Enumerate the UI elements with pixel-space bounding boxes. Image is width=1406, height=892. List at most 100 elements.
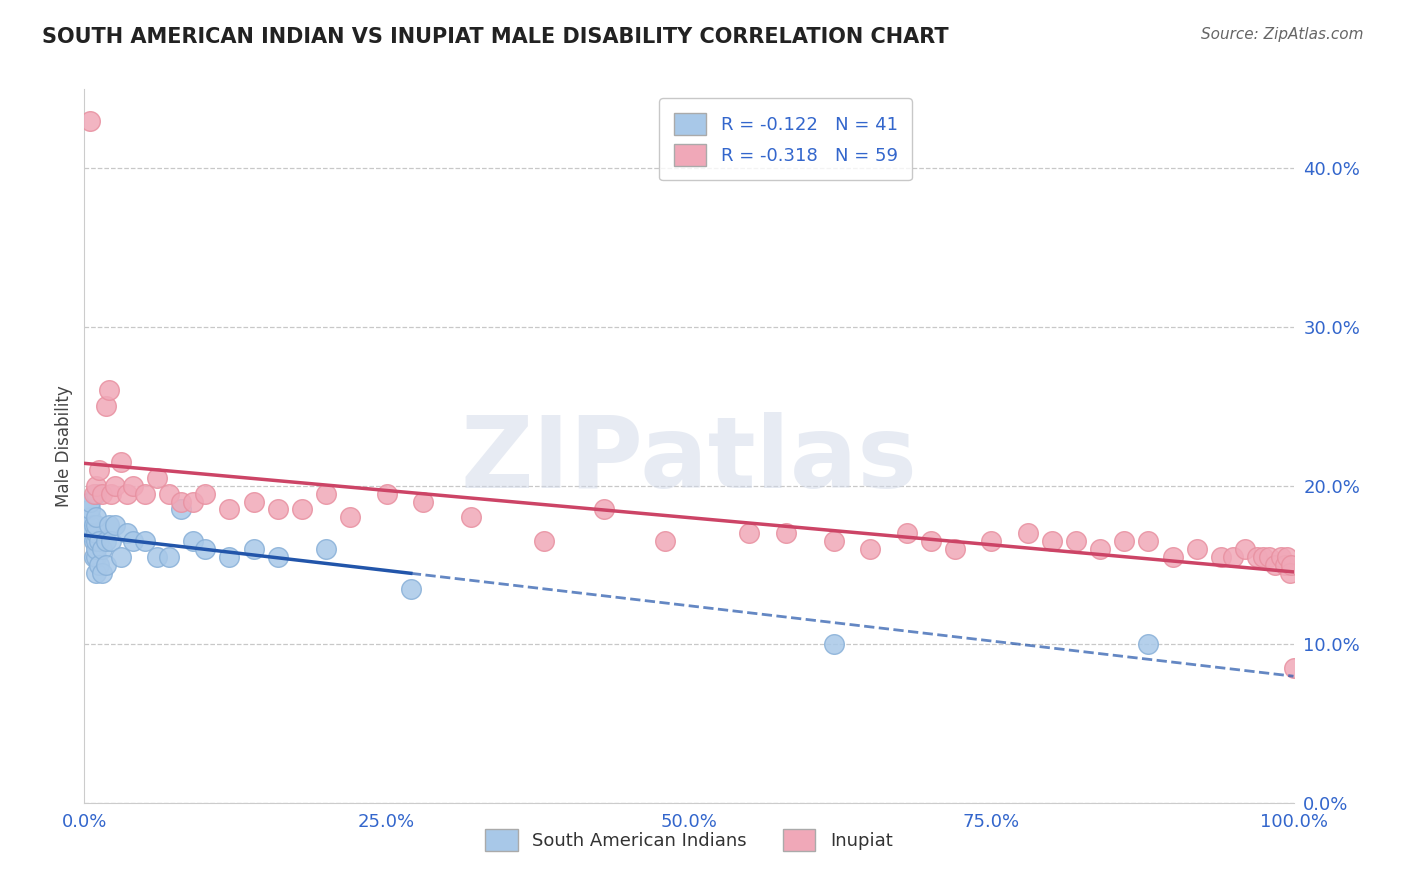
Point xyxy=(242,494,264,508)
Point xyxy=(86,478,108,492)
Y-axis label: Male Disability: Male Disability xyxy=(55,385,73,507)
Point xyxy=(1264,558,1286,572)
Point xyxy=(1270,549,1292,564)
Point xyxy=(1258,549,1281,564)
Point xyxy=(1253,549,1275,564)
Point xyxy=(79,526,101,541)
Point xyxy=(170,494,193,508)
Point xyxy=(104,518,127,533)
Point xyxy=(1137,534,1160,549)
Point xyxy=(94,534,117,549)
Point xyxy=(79,494,101,508)
Point xyxy=(1161,549,1184,564)
Point xyxy=(97,384,120,398)
Point xyxy=(115,526,138,541)
Point xyxy=(115,486,138,500)
Point xyxy=(1279,558,1302,572)
Point xyxy=(86,566,108,580)
Point xyxy=(896,526,918,541)
Point xyxy=(110,549,132,564)
Point xyxy=(86,510,108,524)
Point xyxy=(242,542,264,557)
Point xyxy=(194,542,217,557)
Legend: South American Indians, Inupiat: South American Indians, Inupiat xyxy=(478,822,900,858)
Point xyxy=(1137,637,1160,651)
Point xyxy=(86,534,108,549)
Point xyxy=(1278,566,1301,580)
Point xyxy=(181,494,204,508)
Point xyxy=(157,549,180,564)
Point xyxy=(146,549,169,564)
Point xyxy=(121,478,143,492)
Point xyxy=(1234,542,1257,557)
Point xyxy=(91,486,114,500)
Point xyxy=(654,534,676,549)
Point xyxy=(1277,549,1299,564)
Point xyxy=(134,534,156,549)
Point xyxy=(87,534,110,549)
Point xyxy=(146,471,169,485)
Point xyxy=(593,502,616,516)
Point xyxy=(170,502,193,516)
Text: SOUTH AMERICAN INDIAN VS INUPIAT MALE DISABILITY CORRELATION CHART: SOUTH AMERICAN INDIAN VS INUPIAT MALE DI… xyxy=(42,27,949,46)
Point xyxy=(980,534,1002,549)
Point xyxy=(157,486,180,500)
Point xyxy=(194,486,217,500)
Point xyxy=(83,534,105,549)
Point xyxy=(460,510,482,524)
Point xyxy=(315,486,337,500)
Point xyxy=(94,558,117,572)
Point xyxy=(86,549,108,564)
Point xyxy=(1274,558,1296,572)
Point xyxy=(97,518,120,533)
Point xyxy=(181,534,204,549)
Point xyxy=(775,526,797,541)
Text: ZIPatlas: ZIPatlas xyxy=(461,412,917,508)
Point xyxy=(859,542,882,557)
Point xyxy=(86,518,108,533)
Point xyxy=(218,549,240,564)
Point xyxy=(823,637,845,651)
Point xyxy=(1064,534,1087,549)
Point xyxy=(267,549,290,564)
Point xyxy=(823,534,845,549)
Point xyxy=(267,502,290,516)
Point xyxy=(86,486,108,500)
Point xyxy=(91,542,114,557)
Point xyxy=(86,542,108,557)
Text: Source: ZipAtlas.com: Source: ZipAtlas.com xyxy=(1201,27,1364,42)
Point xyxy=(79,114,101,128)
Point xyxy=(1222,549,1244,564)
Point xyxy=(533,534,555,549)
Point xyxy=(315,542,337,557)
Point xyxy=(79,518,101,533)
Point xyxy=(121,534,143,549)
Point xyxy=(1088,542,1111,557)
Point xyxy=(339,510,361,524)
Point xyxy=(1017,526,1039,541)
Point xyxy=(1246,549,1268,564)
Point xyxy=(412,494,434,508)
Point xyxy=(1114,534,1136,549)
Point xyxy=(104,478,127,492)
Point xyxy=(79,502,101,516)
Point xyxy=(83,518,105,533)
Point xyxy=(1185,542,1208,557)
Point xyxy=(1040,534,1063,549)
Point xyxy=(94,400,117,414)
Point xyxy=(1209,549,1232,564)
Point xyxy=(87,558,110,572)
Point xyxy=(218,502,240,516)
Point xyxy=(79,510,101,524)
Point xyxy=(1282,661,1305,675)
Point xyxy=(399,582,422,596)
Point xyxy=(291,502,314,516)
Point xyxy=(943,542,966,557)
Point xyxy=(920,534,942,549)
Point xyxy=(375,486,398,500)
Point xyxy=(86,526,108,541)
Point xyxy=(83,549,105,564)
Point xyxy=(110,455,132,469)
Point xyxy=(83,486,105,500)
Point xyxy=(91,566,114,580)
